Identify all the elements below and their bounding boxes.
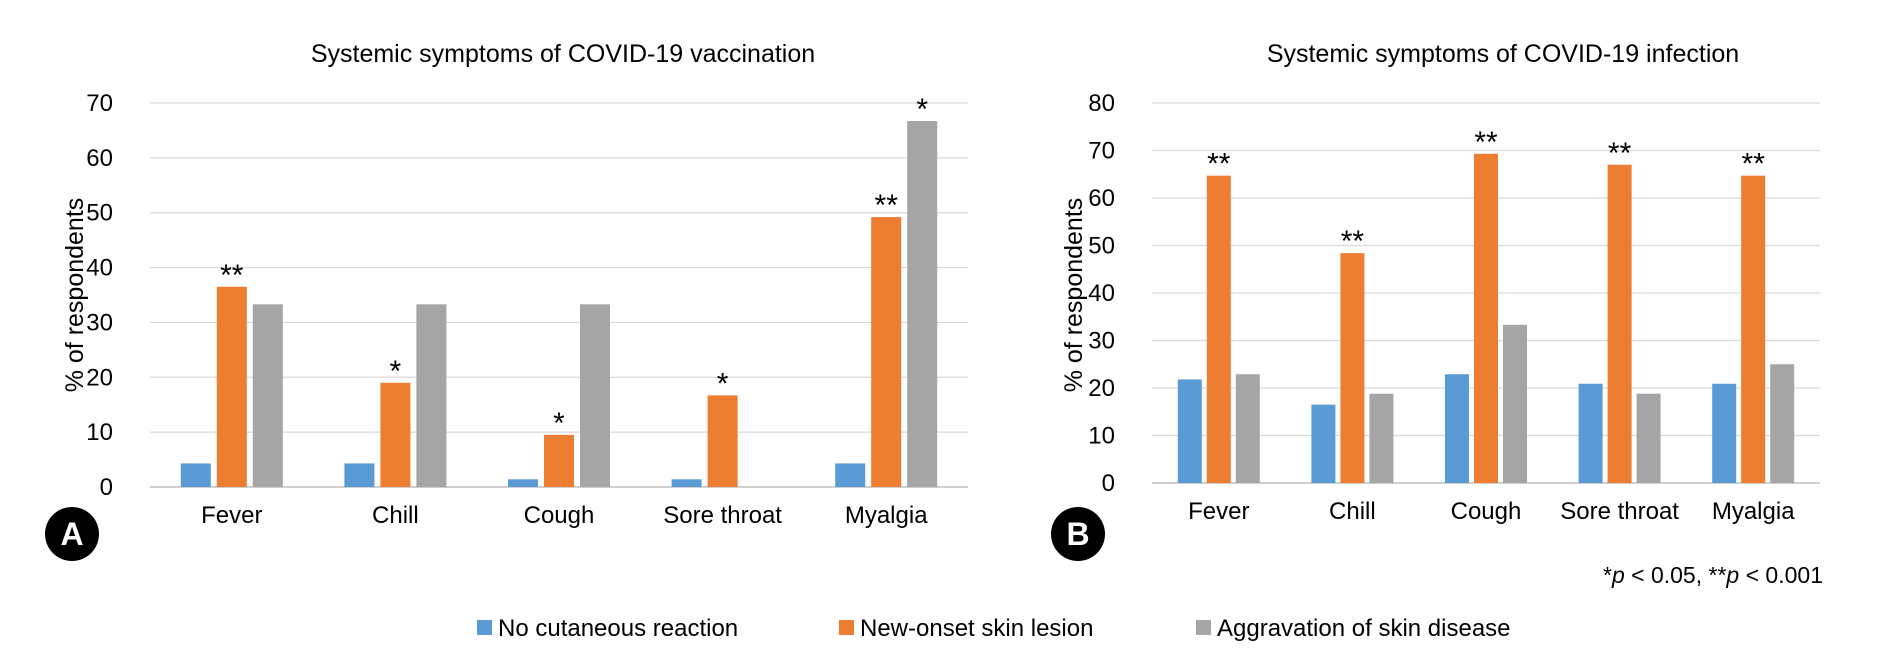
panel-b-ytick-label: 70 [1088,138,1115,165]
legend-label-aggravation: Aggravation of skin disease [1217,615,1511,642]
footnote-p1-var: p [1611,562,1625,588]
panel-a-bar-sore-throat-no-cutaneous-reaction [671,479,702,487]
panel-b-bar-sore-throat-aggravation-of-skin-disease [1636,393,1661,483]
panel-b-badge-circle [1051,507,1105,561]
panel-b-bar-sore-throat-no-cutaneous-reaction [1578,383,1603,483]
panel-a-xtick-label: Fever [201,502,262,529]
panel-b-bar-cough-new-onset-skin-lesion [1474,153,1498,483]
panel-b-title: Systemic symptoms of COVID-19 infection [1267,40,1739,68]
legend-swatch-aggravation [1196,620,1211,635]
panel-b-badge: B [1051,507,1105,561]
panel-b-bar-myalgia-new-onset-skin-lesion [1741,175,1766,484]
panel-a-bar-cough-aggravation-of-skin-disease [580,304,610,487]
panel-a-ylabel: % of respondents [61,198,89,393]
panel-b-bar-sore-throat-new-onset-skin-lesion [1607,164,1632,483]
panel-a-bar-myalgia-aggravation-of-skin-disease [907,121,938,488]
panel-b: Systemic symptoms of COVID-19 infection … [1051,40,1820,561]
legend-label-new-onset: New-onset skin lesion [860,615,1093,642]
panel-b-ytick-label: 30 [1088,328,1115,355]
panel-a-bar-cough-new-onset-skin-lesion [544,434,574,487]
legend-swatch-no-cutaneous [477,620,492,635]
panel-a-plot: 0 10 20 30 40 50 60 70 Fever Chill Cough Sore throa… [86,90,968,529]
panel-b-bar-fever-new-onset-skin-lesion [1206,175,1231,484]
panel-b-significance-marker: ** [1474,126,1498,159]
panel-b-xtick-label: Fever [1188,498,1249,525]
panel-b-plot: 0 10 20 30 40 50 60 70 80 Fever Chill Cough Sore thr… [1088,90,1820,525]
panel-a-xtick-label: Myalgia [845,502,928,529]
panel-b-ytick-label: 20 [1088,375,1115,402]
panel-a-xtick-label: Cough [524,502,595,529]
panel-b-bar-myalgia-aggravation-of-skin-disease [1770,364,1795,483]
panel-a-ytick-label: 50 [86,200,113,227]
panel-b-ytick-label: 50 [1088,233,1115,260]
panel-a-bar-fever-no-cutaneous-reaction [180,463,211,487]
panel-a-bar-chill-new-onset-skin-lesion [380,382,411,487]
significance-footnote: *p < 0.05, **p < 0.001 [1603,562,1823,588]
panel-b-bar-chill-new-onset-skin-lesion [1340,253,1365,483]
panel-a-title: Systemic symptoms of COVID-19 vaccinatio… [311,40,815,68]
panel-a-xtick-label: Sore throat [663,502,782,529]
panel-b-ytick-label: 40 [1088,280,1115,307]
panel-b-ylabel: % of respondents [1060,198,1088,393]
panel-a: Systemic symptoms of COVID-19 vaccinatio… [45,40,968,561]
panel-b-ytick-label: 60 [1088,185,1115,212]
footnote-p1-text: < 0.05, ** [1625,562,1727,588]
panel-a-ytick-label: 60 [86,145,113,172]
panel-a-bar-myalgia-new-onset-skin-lesion [871,217,902,488]
panel-a-bar-chill-no-cutaneous-reaction [344,463,375,487]
panel-b-bar-fever-aggravation-of-skin-disease [1235,374,1260,483]
panel-b-bar-cough-aggravation-of-skin-disease [1503,324,1527,483]
panel-a-ytick-label: 70 [86,90,113,117]
panel-a-bar-fever-aggravation-of-skin-disease [252,304,283,487]
panel-b-bar-cough-no-cutaneous-reaction [1445,374,1469,483]
panel-a-ytick-label: 10 [86,419,113,446]
panel-a-bar-fever-new-onset-skin-lesion [216,286,247,487]
panel-a-significance-marker: * [390,355,402,388]
panel-a-bar-sore-throat-new-onset-skin-lesion [707,395,738,487]
panel-a-ytick-label: 0 [100,474,113,501]
panel-a-ytick-label: 40 [86,255,113,282]
footnote-p2-text: < 0.001 [1739,562,1823,588]
panel-b-bar-myalgia-no-cutaneous-reaction [1712,383,1737,483]
panel-a-badge: A [45,507,99,561]
panel-b-bar-chill-aggravation-of-skin-disease [1369,393,1394,483]
panel-a-badge-circle [45,507,99,561]
panel-a-significance-marker: * [553,407,565,440]
legend-label-no-cutaneous: No cutaneous reaction [498,615,738,642]
panel-a-bar-cough-no-cutaneous-reaction [508,479,538,487]
panel-b-xtick-label: Myalgia [1712,498,1795,525]
panel-b-xtick-label: Chill [1329,498,1376,525]
panel-a-ytick-label: 20 [86,364,113,391]
footnote-p1-prefix: * [1603,562,1612,588]
panel-a-xtick-label: Chill [372,502,419,529]
legend-swatch-new-onset [839,620,854,635]
panel-b-xtick-label: Sore throat [1560,498,1679,525]
panel-a-badge-letter: A [60,516,83,552]
panel-b-ytick-label: 0 [1102,470,1115,497]
panel-b-bar-fever-no-cutaneous-reaction [1177,379,1202,483]
panel-a-bar-chill-aggravation-of-skin-disease [416,304,447,487]
panel-b-xtick-label: Cough [1451,498,1522,525]
panel-a-significance-marker: ** [220,259,244,292]
panel-a-bar-myalgia-no-cutaneous-reaction [835,463,866,487]
panel-b-badge-letter: B [1066,516,1089,552]
panel-b-significance-marker: ** [1608,137,1632,170]
panel-b-significance-marker: ** [1207,148,1231,181]
panel-a-significance-marker: * [916,93,928,126]
panel-a-significance-marker: ** [875,189,899,222]
panel-b-significance-marker: ** [1341,225,1365,258]
legend: No cutaneous reaction New-onset skin les… [477,615,1511,642]
footnote-p2-var: p [1725,562,1739,588]
panel-b-significance-marker: ** [1742,148,1766,181]
panel-b-ytick-label: 80 [1088,90,1115,117]
panel-a-significance-marker: * [717,367,729,400]
panel-a-ytick-label: 30 [86,309,113,336]
panel-b-bar-chill-no-cutaneous-reaction [1311,404,1336,483]
panel-b-ytick-label: 10 [1088,423,1115,450]
